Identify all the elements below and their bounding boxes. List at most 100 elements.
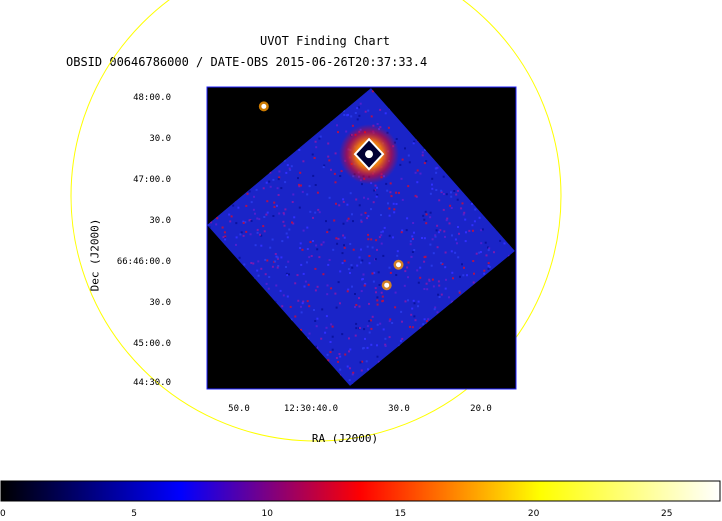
noise-pixel (462, 274, 465, 277)
noise-pixel (464, 240, 467, 243)
noise-pixel (360, 369, 363, 372)
noise-pixel (339, 175, 342, 177)
noise-pixel (235, 222, 238, 225)
noise-pixel (339, 368, 342, 371)
noise-pixel (326, 231, 329, 234)
noise-pixel (258, 218, 261, 221)
noise-pixel (411, 235, 414, 238)
noise-pixel (271, 265, 274, 268)
noise-pixel (473, 272, 475, 275)
noise-pixel (363, 196, 365, 199)
noise-pixel (343, 114, 346, 116)
noise-pixel (328, 228, 331, 231)
noise-pixel (278, 176, 281, 179)
noise-pixel (312, 174, 315, 177)
noise-pixel (437, 293, 440, 296)
noise-pixel (429, 216, 432, 219)
noise-pixel (436, 224, 439, 227)
noise-pixel (306, 300, 309, 303)
noise-pixel (288, 273, 290, 276)
noise-pixel (242, 220, 245, 223)
noise-pixel (423, 288, 426, 290)
noise-pixel (334, 152, 337, 155)
noise-pixel (442, 193, 445, 195)
noise-pixel (254, 212, 256, 215)
noise-pixel (359, 327, 361, 329)
noise-pixel (435, 229, 438, 232)
noise-pixel (400, 231, 403, 234)
noise-pixel (271, 238, 274, 241)
noise-pixel (320, 243, 323, 246)
noise-pixel (322, 273, 325, 276)
noise-pixel (429, 243, 432, 246)
noise-pixel (395, 274, 398, 276)
noise-pixel (294, 282, 297, 285)
noise-pixel (312, 216, 314, 219)
noise-pixel (274, 253, 277, 255)
noise-pixel (428, 280, 431, 282)
noise-pixel (249, 219, 252, 221)
noise-pixel (356, 118, 359, 121)
noise-pixel (425, 160, 428, 163)
noise-pixel (263, 230, 266, 233)
noise-pixel (440, 191, 443, 194)
noise-pixel (401, 229, 404, 232)
noise-pixel (356, 264, 359, 267)
noise-pixel (444, 251, 447, 254)
noise-pixel (352, 248, 355, 251)
noise-pixel (325, 220, 327, 223)
noise-pixel (314, 140, 317, 143)
noise-pixel (344, 353, 347, 356)
noise-pixel (413, 302, 416, 305)
noise-pixel (382, 254, 385, 257)
noise-pixel (299, 247, 302, 249)
noise-pixel (327, 359, 330, 362)
noise-pixel (429, 192, 432, 195)
noise-pixel (461, 263, 463, 266)
noise-pixel (331, 335, 334, 338)
noise-pixel (461, 202, 464, 205)
noise-pixel (409, 243, 412, 246)
noise-pixel (411, 251, 414, 253)
noise-pixel (376, 123, 379, 125)
noise-pixel (354, 334, 357, 337)
noise-pixel (370, 238, 373, 241)
noise-pixel (460, 207, 463, 210)
noise-pixel (338, 353, 341, 355)
noise-pixel (265, 282, 268, 285)
noise-pixel (458, 291, 461, 294)
noise-pixel (478, 251, 481, 254)
noise-pixel (451, 234, 453, 237)
noise-pixel (448, 222, 451, 225)
noise-pixel (389, 182, 392, 185)
noise-pixel (238, 256, 241, 259)
noise-pixel (337, 281, 340, 284)
noise-pixel (343, 259, 346, 262)
noise-pixel (431, 187, 434, 190)
x-tick-label: 30.0 (388, 404, 410, 414)
noise-pixel (304, 280, 307, 283)
noise-pixel (313, 157, 316, 159)
noise-pixel (331, 348, 334, 351)
noise-pixel (280, 187, 283, 190)
noise-pixel (359, 361, 362, 364)
noise-pixel (349, 192, 352, 195)
noise-pixel (262, 187, 265, 190)
y-tick-label: 30.0 (149, 298, 171, 308)
noise-pixel (384, 345, 387, 347)
y-tick-label: 44:30.0 (133, 378, 171, 388)
noise-pixel (470, 202, 473, 205)
noise-pixel (284, 208, 287, 211)
noise-pixel (266, 200, 269, 203)
noise-pixel (253, 195, 255, 198)
noise-pixel (292, 193, 295, 196)
noise-pixel (396, 250, 399, 253)
noise-pixel (443, 230, 446, 233)
noise-pixel (283, 224, 286, 227)
noise-pixel (351, 266, 354, 269)
noise-pixel (407, 154, 410, 157)
noise-pixel (457, 226, 459, 228)
noise-pixel (376, 186, 378, 189)
noise-pixel (431, 278, 434, 281)
